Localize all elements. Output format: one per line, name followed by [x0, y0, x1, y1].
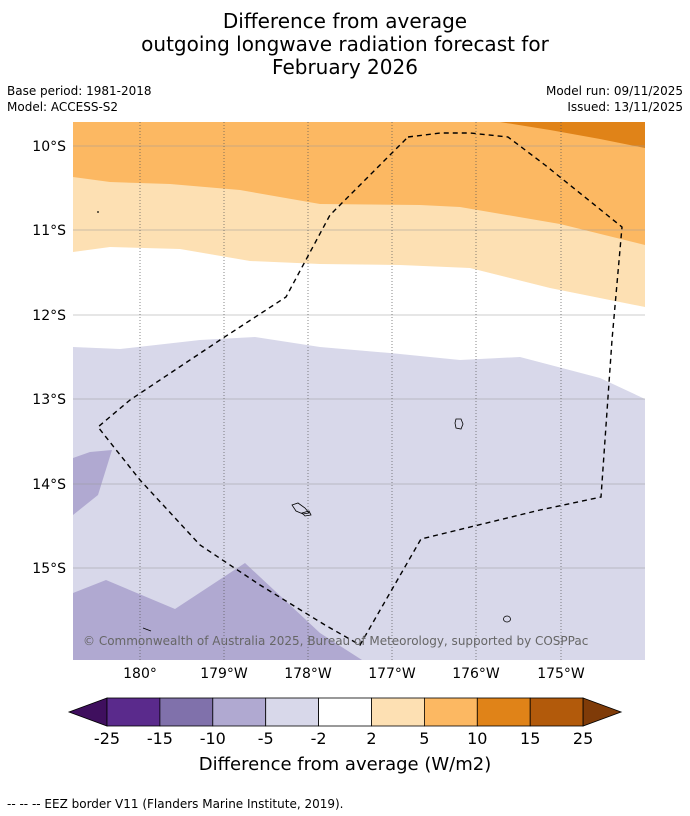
- colorbar-label: Difference from average (W/m2): [199, 754, 491, 775]
- lon-label: 179°W: [200, 666, 248, 682]
- map-plot-area: [73, 122, 645, 660]
- colorbar-tick-label: -2: [311, 729, 327, 748]
- island-outline: [503, 615, 511, 623]
- lat-label: 12°S: [32, 308, 66, 324]
- positive-10-15-region: [500, 122, 645, 148]
- model-run-text: Model run: 09/11/2025: [545, 84, 683, 98]
- colorbar-tick-label: 5: [419, 729, 429, 748]
- lon-label: 175°W: [537, 666, 585, 682]
- colorbar-segment: [371, 697, 425, 727]
- island-outline: [454, 418, 464, 430]
- lat-label: 13°S: [32, 392, 66, 408]
- colorbar-tick-labels: -25 -15 -10 -5 -2 2 5 10 15 25: [94, 729, 593, 748]
- title-line-1: Difference from average: [222, 9, 468, 33]
- colorbar-segment: [476, 697, 531, 727]
- colorbar-tick-label: 10: [467, 729, 487, 748]
- colorbar-tick-label: 2: [366, 729, 376, 748]
- colorbar-extend-high: [582, 697, 623, 727]
- island-outline: [97, 211, 99, 213]
- eez-legend-text: -- -- -- EEZ border V11 (Flanders Marine…: [7, 797, 344, 811]
- title-line-2: outgoing longwave radiation forecast for: [141, 32, 549, 56]
- lat-label: 11°S: [32, 223, 66, 239]
- colorbar-tick-label: -5: [258, 729, 274, 748]
- model-text: Model: ACCESS-S2: [7, 100, 119, 114]
- colorbar-segment: [423, 697, 478, 727]
- colorbar-segment: [106, 697, 161, 727]
- colorbar-segment: [318, 697, 372, 727]
- longitude-labels: 180° 179°W 178°W 177°W 176°W 175°W: [123, 666, 585, 682]
- eez-border: [97, 132, 623, 646]
- island-outline: [142, 627, 152, 632]
- lon-label: 180°: [123, 666, 157, 682]
- latitude-labels: 10°S 11°S 12°S 13°S 14°S 15°S: [32, 139, 66, 577]
- lon-label: 178°W: [284, 666, 332, 682]
- colorbar-extend-low: [67, 697, 108, 727]
- negative-5-10-region-west: [73, 450, 112, 515]
- colorbar-segment: [159, 697, 214, 727]
- latitude-gridlines: [73, 145, 645, 569]
- colorbar-segment: [265, 697, 320, 727]
- island-outline: [301, 510, 312, 517]
- lon-label: 177°W: [368, 666, 416, 682]
- colorbar-tick-label: -15: [147, 729, 173, 748]
- lat-label: 15°S: [32, 561, 66, 577]
- base-period-text: Base period: 1981-2018: [7, 84, 152, 98]
- colorbar-segment: [212, 697, 267, 727]
- issued-text: Issued: 13/11/2025: [567, 100, 683, 114]
- colorbar-tick-label: 25: [573, 729, 593, 748]
- copyright-text: © Commonwealth of Australia 2025, Bureau…: [83, 634, 588, 648]
- lat-label: 10°S: [32, 139, 66, 155]
- negative-2-5-region: [73, 337, 645, 660]
- colorbar-segment: [529, 697, 584, 727]
- colorbar-tick-label: -25: [94, 729, 120, 748]
- title-line-3: February 2026: [272, 55, 418, 79]
- colorbar-tick-label: 15: [520, 729, 540, 748]
- colorbar-tick-label: -10: [200, 729, 226, 748]
- colorbar: [67, 697, 623, 727]
- lon-label: 176°W: [452, 666, 500, 682]
- negative-5-10-region-south: [73, 563, 362, 660]
- island-outline: [291, 502, 310, 515]
- lat-label: 14°S: [32, 477, 66, 493]
